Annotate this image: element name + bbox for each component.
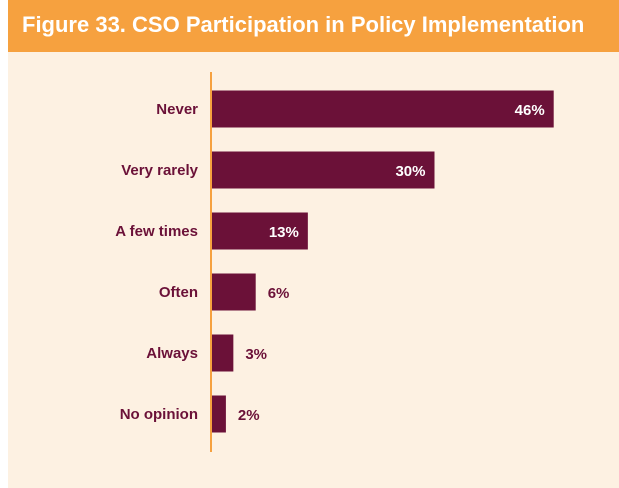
figure-title: Figure 33. CSO Participation in Policy I… (22, 12, 585, 37)
value-label-always: 3% (245, 346, 267, 363)
bar-very-rarely (211, 151, 435, 189)
bar-a-few-times (211, 212, 308, 250)
category-label-often: Often (159, 284, 198, 301)
figure-header: Figure 33. CSO Participation in Policy I… (8, 0, 619, 52)
bar-no-opinion (211, 395, 226, 433)
value-label-no-opinion: 2% (238, 407, 260, 424)
value-label-often: 6% (268, 285, 290, 302)
value-label-never: 46% (515, 102, 545, 119)
category-label-very-rarely: Very rarely (121, 162, 198, 179)
category-label-always: Always (146, 345, 198, 362)
value-label-a-few-times: 13% (269, 224, 299, 241)
bar-always (211, 334, 234, 372)
bar-often (211, 273, 256, 311)
figure-panel: Figure 33. CSO Participation in Policy I… (8, 0, 619, 488)
category-label-no-opinion: No opinion (120, 406, 198, 423)
category-label-never: Never (156, 101, 198, 118)
bar-chart: Never 46% Very rarely 30% A few times 13% Ofte… (115, 72, 554, 452)
value-label-very-rarely: 30% (395, 163, 425, 180)
bar-never (211, 90, 554, 128)
category-label-a-few-times: A few times (115, 223, 198, 240)
